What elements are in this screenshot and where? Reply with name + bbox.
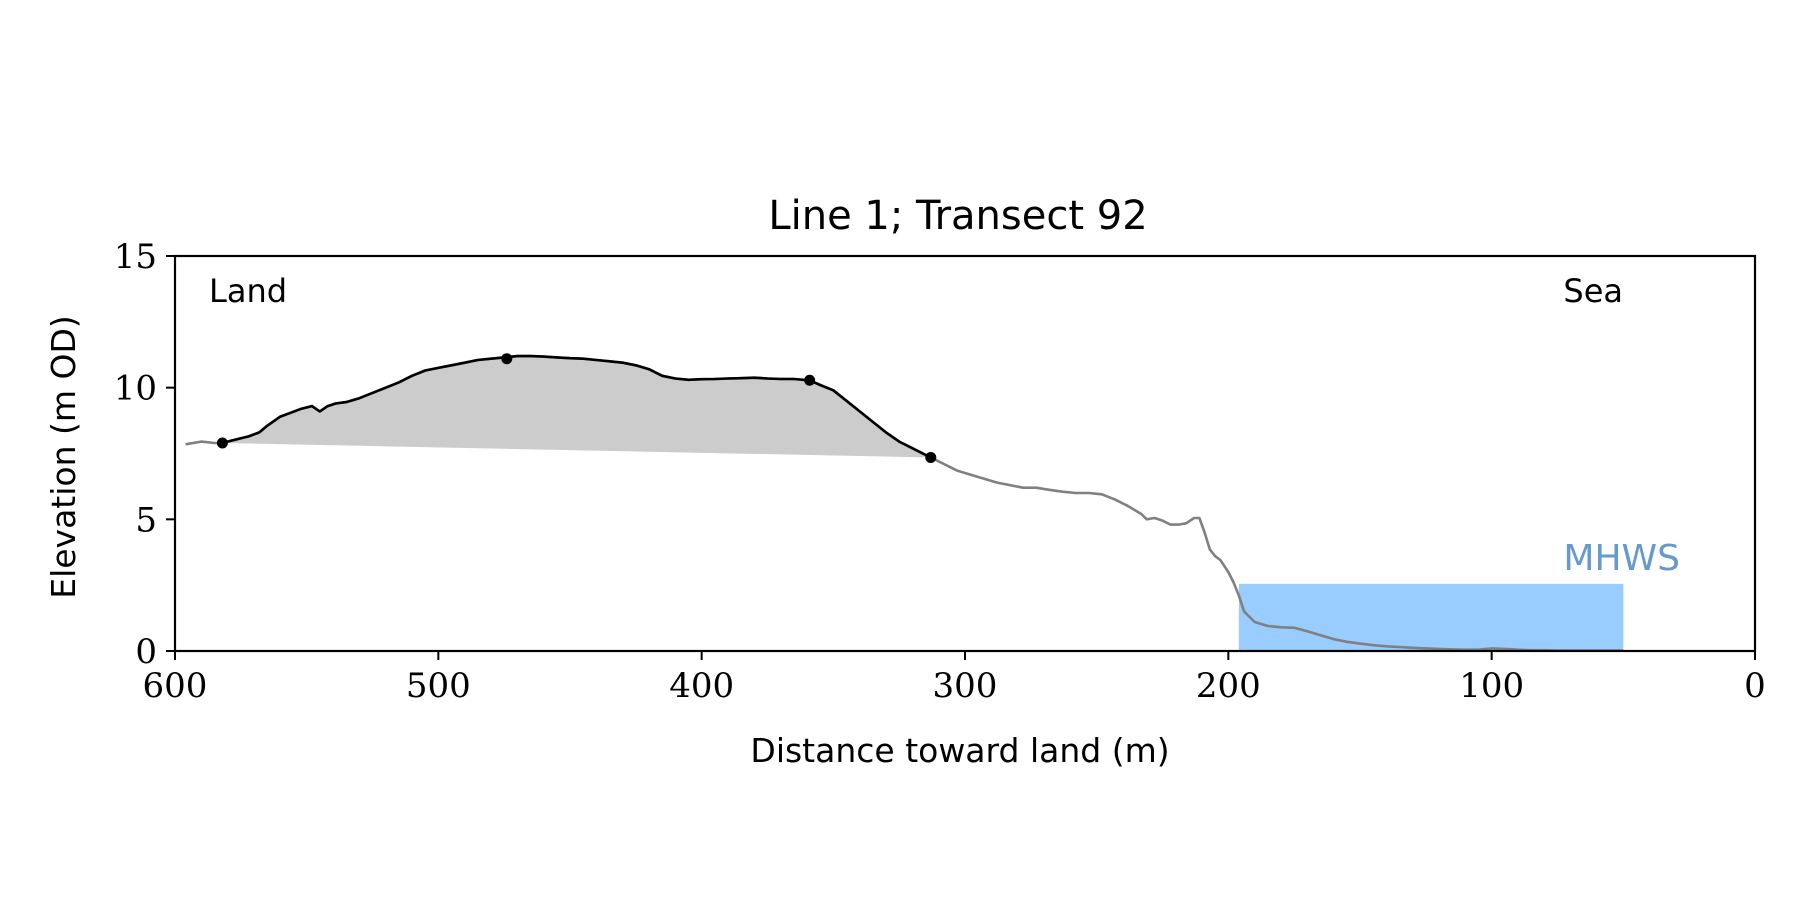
plot-area (185, 353, 1624, 652)
x-tick-label: 300 (933, 666, 998, 706)
sea-label: Sea (1563, 272, 1623, 310)
mhws-label: MHWS (1563, 538, 1680, 579)
dune-marker-point (216, 437, 228, 449)
y-tick-label: 0 (135, 632, 157, 672)
x-tick-label: 0 (1744, 666, 1766, 706)
x-tick-label: 100 (1459, 666, 1524, 706)
y-axis-label: Elevation (m OD) (44, 315, 83, 599)
x-tick-label: 400 (669, 666, 734, 706)
axes: 600 500 400 300 200 100 0 0 5 10 15 (114, 237, 1766, 706)
y-tick-label: 5 (135, 500, 157, 540)
x-tick-label: 500 (406, 666, 471, 706)
dune-marker-point (925, 451, 937, 463)
chart-title: Line 1; Transect 92 (768, 193, 1147, 239)
dune-marker-point (501, 353, 513, 365)
land-label: Land (209, 272, 287, 310)
x-tick-label: 200 (1196, 666, 1261, 706)
dune-area-fill (222, 356, 931, 458)
y-tick-label: 15 (114, 237, 157, 277)
mhws-band (1238, 583, 1624, 651)
y-tick-label: 10 (114, 369, 157, 409)
dune-marker-point (804, 374, 816, 386)
x-axis-label: Distance toward land (m) (750, 731, 1169, 770)
x-tick-label: 600 (143, 666, 208, 706)
